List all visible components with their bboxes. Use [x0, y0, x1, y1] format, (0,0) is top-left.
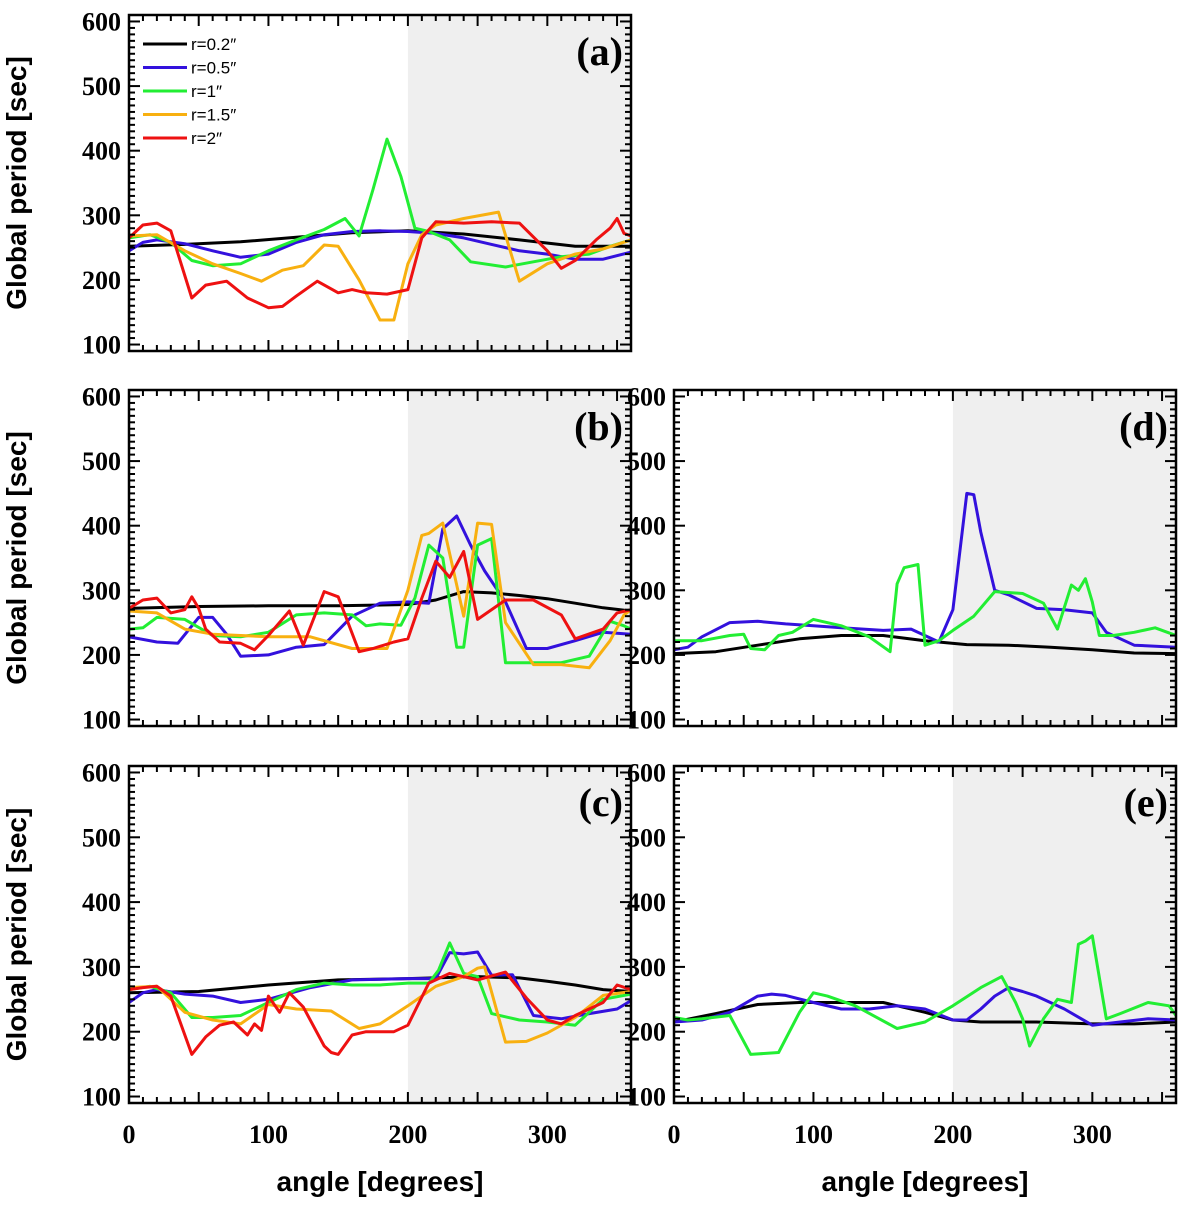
- shaded-region: [407, 766, 631, 1103]
- x-tick-label: 200: [933, 1120, 972, 1149]
- shaded-region: [952, 390, 1176, 726]
- legend-entry: r=2″: [191, 129, 222, 148]
- y-tick-label: 500: [82, 823, 121, 852]
- x-axis-title: angle [degrees]: [277, 1166, 484, 1197]
- panel-label: (c): [579, 780, 623, 825]
- x-tick-label: 100: [794, 1120, 833, 1149]
- y-tick-label: 100: [82, 1083, 121, 1112]
- y-tick-label: 600: [82, 7, 121, 36]
- x-tick-label: 300: [1073, 1120, 1112, 1149]
- panel-b: 100 200 300 400 500 600 Global period [sec] (b): [1, 382, 633, 735]
- series-line-0.2: [129, 590, 631, 613]
- legend-entry: r=1″: [191, 82, 222, 101]
- y-tick-label: 200: [82, 266, 121, 295]
- panel-label: (d): [1119, 404, 1168, 449]
- shaded-region: [407, 390, 631, 726]
- series-line-1: [674, 563, 1176, 654]
- series-group: [129, 941, 631, 1056]
- legend-entry: r=1.5″: [191, 106, 236, 125]
- shaded-region: [407, 15, 631, 351]
- series-group: [129, 137, 631, 322]
- shaded-region: [952, 766, 1176, 1103]
- panel-a: 100 200 300 400 500 600 Global period [sec] (a)…: [1, 7, 633, 360]
- series-line-1: [129, 137, 631, 269]
- series-line-0.5: [674, 986, 1176, 1027]
- y-tick-label: 600: [82, 758, 121, 787]
- x-axis-title: angle [degrees]: [822, 1166, 1029, 1197]
- y-tick-label: 100: [627, 706, 666, 735]
- legend: r=0.2″ r=0.5″ r=1″ r=1.5″ r=2″: [143, 35, 236, 148]
- y-tick-label: 300: [82, 953, 121, 982]
- y-tick-label: 500: [627, 447, 666, 476]
- y-tick-label: 600: [82, 382, 121, 411]
- y-tick-label: 100: [82, 331, 121, 360]
- series-group: [129, 514, 631, 670]
- series-line-2: [129, 217, 631, 310]
- y-tick-label: 100: [627, 1083, 666, 1112]
- series-line-0.5: [129, 229, 631, 261]
- y-tick-label: 300: [82, 576, 121, 605]
- y-axis-title: Global period [sec]: [1, 431, 32, 685]
- y-tick-label: 600: [627, 382, 666, 411]
- y-tick-label: 500: [627, 823, 666, 852]
- y-tick-label: 400: [82, 888, 121, 917]
- y-tick-label: 400: [82, 512, 121, 541]
- y-tick-label: 400: [627, 888, 666, 917]
- y-tick-label: 100: [82, 706, 121, 735]
- panel-label: (a): [576, 29, 623, 74]
- series-line-1.5: [129, 210, 631, 322]
- y-tick-label: 300: [627, 953, 666, 982]
- y-tick-label: 500: [82, 447, 121, 476]
- y-tick-label: 600: [627, 758, 666, 787]
- series-line-1.5: [129, 521, 631, 670]
- panel-d: 100 200 300 400 500 600 (d): [627, 382, 1178, 735]
- x-tick-label: 200: [388, 1120, 427, 1149]
- y-tick-label: 200: [627, 1018, 666, 1047]
- series-line-0.5: [129, 514, 631, 658]
- x-tick-label: 0: [668, 1120, 681, 1149]
- series-group: [674, 934, 1176, 1056]
- x-tick-label: 100: [249, 1120, 288, 1149]
- y-axis-title: Global period [sec]: [1, 56, 32, 310]
- series-group: [674, 491, 1176, 656]
- series-line-1.5: [129, 965, 631, 1044]
- y-tick-label: 500: [82, 72, 121, 101]
- y-tick-label: 300: [82, 201, 121, 230]
- y-axis-title: Global period [sec]: [1, 808, 32, 1062]
- series-line-0.5: [674, 491, 1176, 652]
- x-tick-label: 0: [123, 1120, 136, 1149]
- x-tick-label: 300: [528, 1120, 567, 1149]
- legend-entry: r=0.2″: [191, 35, 236, 54]
- series-line-2: [129, 970, 631, 1056]
- y-tick-label: 200: [82, 641, 121, 670]
- y-tick-label: 300: [627, 576, 666, 605]
- y-tick-label: 400: [627, 512, 666, 541]
- y-tick-label: 200: [627, 641, 666, 670]
- y-tick-label: 400: [82, 137, 121, 166]
- panel-label: (e): [1124, 780, 1168, 825]
- panel-label: (b): [574, 404, 623, 449]
- y-tick-label: 200: [82, 1018, 121, 1047]
- legend-entry: r=0.5″: [191, 59, 236, 78]
- series-line-1: [674, 934, 1176, 1056]
- series-line-2: [129, 550, 631, 654]
